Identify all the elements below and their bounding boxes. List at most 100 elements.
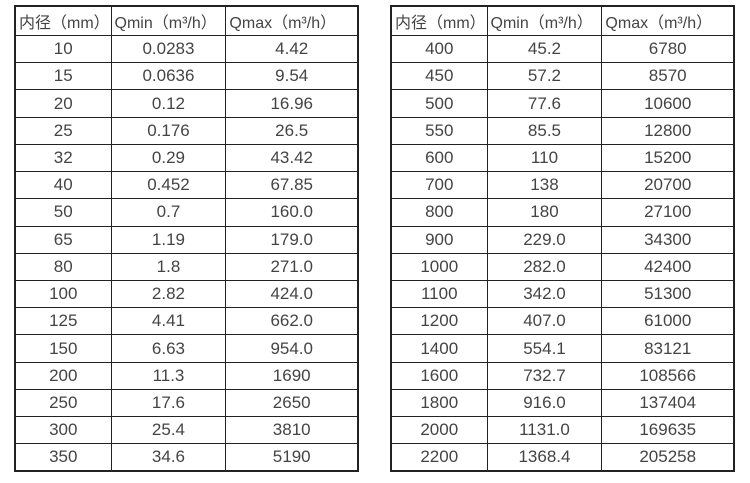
- table-cell: 51300: [601, 279, 735, 309]
- table-cell: 205258: [601, 443, 735, 472]
- table-cell: 125: [14, 307, 112, 336]
- table-cell: 1.19: [110, 225, 227, 254]
- table-cell: 11.3: [110, 361, 227, 390]
- tables-wrap: 内径（mm） Qmin（m³/h） Qmax（m³/h） 10 0.0283 4.4…: [14, 5, 750, 472]
- table-cell: 25: [14, 116, 112, 145]
- table-cell: 0.7: [110, 198, 227, 227]
- table-cell: 0.0283: [110, 34, 227, 64]
- table-cell: 150: [14, 334, 112, 363]
- table-cell: 0.0636: [110, 62, 227, 91]
- table-cell: 300: [14, 416, 112, 445]
- table-cell: 42400: [601, 252, 735, 281]
- table-cell: 169635: [601, 416, 735, 445]
- table-cell: 137404: [601, 388, 735, 418]
- table-cell: 4.41: [110, 307, 227, 336]
- table-row: 50 0.7 160.0: [14, 198, 359, 227]
- table-cell: 662.0: [225, 307, 359, 336]
- table-row: 100 2.82 424.0: [14, 279, 359, 309]
- table-cell: 67.85: [225, 171, 359, 200]
- table-cell: 10600: [601, 89, 735, 118]
- table-cell: 954.0: [225, 334, 359, 363]
- table-body: 10 0.0283 4.42 15 0.0636 9.54 20 0.12 16.96 25 0.1…: [14, 34, 359, 472]
- table-row: 250 17.6 2650: [14, 388, 359, 418]
- table-cell: 1.8: [110, 252, 227, 281]
- table-row: 800 180 27100: [390, 198, 735, 227]
- table-row: 550 85.5 12800: [390, 116, 735, 145]
- table-cell: 0.176: [110, 116, 227, 145]
- table-cell: 80: [14, 252, 112, 281]
- table-row: 200 11.3 1690: [14, 361, 359, 390]
- table-cell: 424.0: [225, 279, 359, 309]
- table-cell: 282.0: [486, 252, 603, 281]
- table-cell: 1600: [390, 361, 488, 390]
- table-cell: 550: [390, 116, 488, 145]
- table-row: 1800 916.0 137404: [390, 388, 735, 418]
- table-cell: 900: [390, 225, 488, 254]
- table-cell: 40: [14, 171, 112, 200]
- table-cell: 732.7: [486, 361, 603, 390]
- table-cell: 50: [14, 198, 112, 227]
- table-cell: 342.0: [486, 279, 603, 309]
- table-cell: 108566: [601, 361, 735, 390]
- header-qmin: Qmin（m³/h）: [110, 5, 227, 36]
- table-row: 20 0.12 16.96: [14, 89, 359, 118]
- table-cell: 1100: [390, 279, 488, 309]
- table-cell: 916.0: [486, 388, 603, 418]
- table-row: 450 57.2 8570: [390, 62, 735, 91]
- table-cell: 350: [14, 443, 112, 472]
- table-row: 65 1.19 179.0: [14, 225, 359, 254]
- table-cell: 100: [14, 279, 112, 309]
- table-cell: 5190: [225, 443, 359, 472]
- table-cell: 1368.4: [486, 443, 603, 472]
- table-cell: 61000: [601, 307, 735, 336]
- table-cell: 110: [486, 143, 603, 173]
- table-cell: 6780: [601, 34, 735, 64]
- table-row: 15 0.0636 9.54: [14, 62, 359, 91]
- table-cell: 20: [14, 89, 112, 118]
- header-inner-diameter: 内径（mm）: [390, 5, 488, 36]
- table-cell: 407.0: [486, 307, 603, 336]
- table-cell: 229.0: [486, 225, 603, 254]
- table-cell: 26.5: [225, 116, 359, 145]
- table-cell: 450: [390, 62, 488, 91]
- table-cell: 2650: [225, 388, 359, 418]
- table-cell: 32: [14, 143, 112, 173]
- table-row: 1400 554.1 83121: [390, 334, 735, 363]
- table-cell: 83121: [601, 334, 735, 363]
- table-cell: 4.42: [225, 34, 359, 64]
- table-cell: 43.42: [225, 143, 359, 173]
- table-cell: 27100: [601, 198, 735, 227]
- table-cell: 2000: [390, 416, 488, 445]
- table-row: 10 0.0283 4.42: [14, 34, 359, 64]
- table-cell: 1000: [390, 252, 488, 281]
- table-cell: 17.6: [110, 388, 227, 418]
- table-row: 1100 342.0 51300: [390, 279, 735, 309]
- table-row: 1200 407.0 61000: [390, 307, 735, 336]
- table-cell: 180: [486, 198, 603, 227]
- table-row: 500 77.6 10600: [390, 89, 735, 118]
- table-cell: 1800: [390, 388, 488, 418]
- table-cell: 65: [14, 225, 112, 254]
- table-row: 25 0.176 26.5: [14, 116, 359, 145]
- table-row: 400 45.2 6780: [390, 34, 735, 64]
- table-row: 125 4.41 662.0: [14, 307, 359, 336]
- table-row: 80 1.8 271.0: [14, 252, 359, 281]
- table-row: 32 0.29 43.42: [14, 143, 359, 173]
- table-cell: 600: [390, 143, 488, 173]
- table-cell: 9.54: [225, 62, 359, 91]
- table-cell: 45.2: [486, 34, 603, 64]
- table-cell: 1690: [225, 361, 359, 390]
- table-cell: 34300: [601, 225, 735, 254]
- flow-table-small-diameters: 内径（mm） Qmin（m³/h） Qmax（m³/h） 10 0.0283 4.4…: [14, 5, 359, 472]
- table-cell: 1400: [390, 334, 488, 363]
- table-cell: 554.1: [486, 334, 603, 363]
- table-cell: 57.2: [486, 62, 603, 91]
- table-cell: 0.12: [110, 89, 227, 118]
- table-cell: 179.0: [225, 225, 359, 254]
- table-cell: 10: [14, 34, 112, 64]
- table-cell: 1131.0: [486, 416, 603, 445]
- table-cell: 6.63: [110, 334, 227, 363]
- table-cell: 400: [390, 34, 488, 64]
- table-row: 350 34.6 5190: [14, 443, 359, 472]
